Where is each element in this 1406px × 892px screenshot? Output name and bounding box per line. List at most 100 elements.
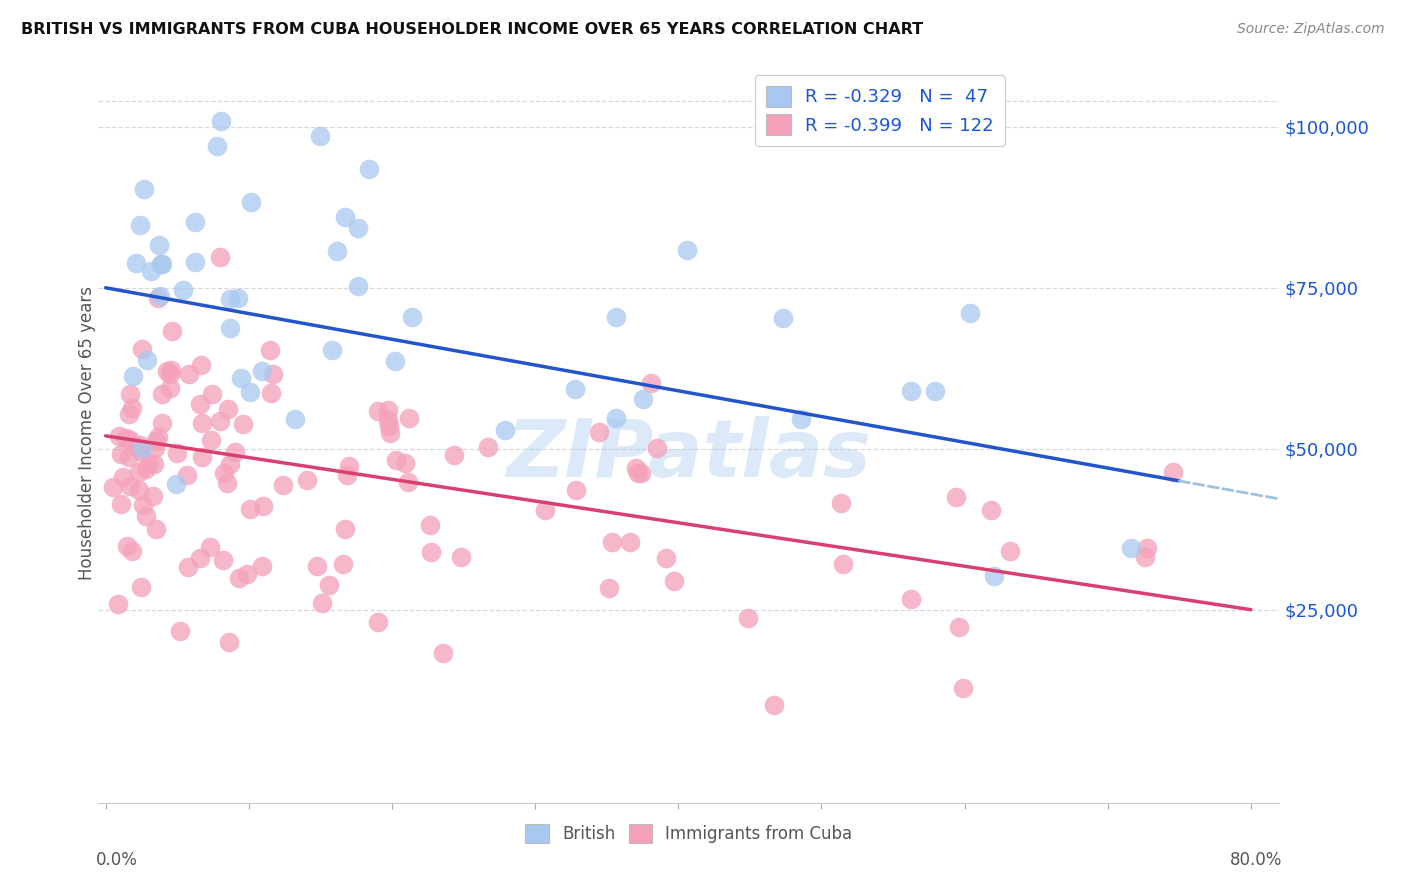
Point [980,502,1002,516]
Point [176,468,198,483]
Point [619,535,641,549]
Point [117,407,139,421]
Text: Source: ZipAtlas.com: Source: ZipAtlas.com [1237,22,1385,37]
Point [1121,541,1143,555]
Point [229,370,252,384]
Point [211,553,233,567]
Point [201,387,224,401]
Point [443,448,465,462]
Point [165,476,187,491]
Point [640,376,662,390]
Point [148,238,170,252]
Point [114,431,136,445]
Point [131,441,153,455]
Point [377,403,399,417]
Point [945,490,967,504]
Point [219,321,242,335]
Point [131,342,153,356]
Text: 80.0%: 80.0% [1229,851,1282,869]
Point [588,425,610,439]
Point [143,441,166,455]
Point [259,343,281,357]
Point [110,447,132,461]
Point [118,479,141,493]
Point [149,289,172,303]
Point [218,635,240,649]
Point [112,469,135,483]
Point [127,441,149,455]
Point [737,611,759,625]
Point [326,244,349,259]
Point [239,502,262,516]
Point [790,412,813,426]
Point [145,434,167,448]
Point [128,483,150,497]
Point [630,466,652,480]
Point [239,385,262,400]
Point [262,367,284,381]
Point [252,364,274,378]
Point [120,434,142,448]
Point [432,646,454,660]
Point [675,243,697,257]
Point [219,457,242,471]
Legend: British, Immigrants from Cuba: British, Immigrants from Cuba [519,817,859,850]
Point [307,559,329,574]
Point [662,574,685,588]
Point [385,453,408,467]
Point [129,444,152,458]
Point [135,462,157,476]
Point [231,417,253,431]
Point [384,353,406,368]
Point [150,257,173,271]
Point [169,624,191,638]
Point [359,161,381,176]
Point [900,592,922,607]
Point [335,522,357,536]
Point [121,401,143,416]
Point [419,518,441,533]
Point [401,310,423,324]
Text: ZIPatlas: ZIPatlas [506,416,872,494]
Point [118,450,141,464]
Point [166,446,188,460]
Point [209,114,232,128]
Point [477,440,499,454]
Point [205,138,228,153]
Point [948,620,970,634]
Point [160,363,183,377]
Point [217,402,239,417]
Point [763,698,786,713]
Point [318,578,340,592]
Point [565,483,588,498]
Point [564,382,586,396]
Point [645,441,668,455]
Point [162,324,184,338]
Point [600,534,623,549]
Point [146,430,169,444]
Point [378,426,401,441]
Point [295,474,318,488]
Point [1136,541,1159,555]
Point [367,615,389,630]
Point [605,310,627,324]
Point [1163,465,1185,479]
Point [146,291,169,305]
Point [159,367,181,381]
Point [150,386,173,401]
Point [141,264,163,278]
Point [321,343,343,357]
Point [631,392,654,406]
Point [134,182,156,196]
Point [377,418,399,433]
Point [333,210,356,224]
Point [450,550,472,565]
Point [117,539,139,553]
Point [184,254,207,268]
Point [156,364,179,378]
Point [129,581,152,595]
Point [128,218,150,232]
Point [983,569,1005,583]
Point [224,444,246,458]
Point [772,311,794,326]
